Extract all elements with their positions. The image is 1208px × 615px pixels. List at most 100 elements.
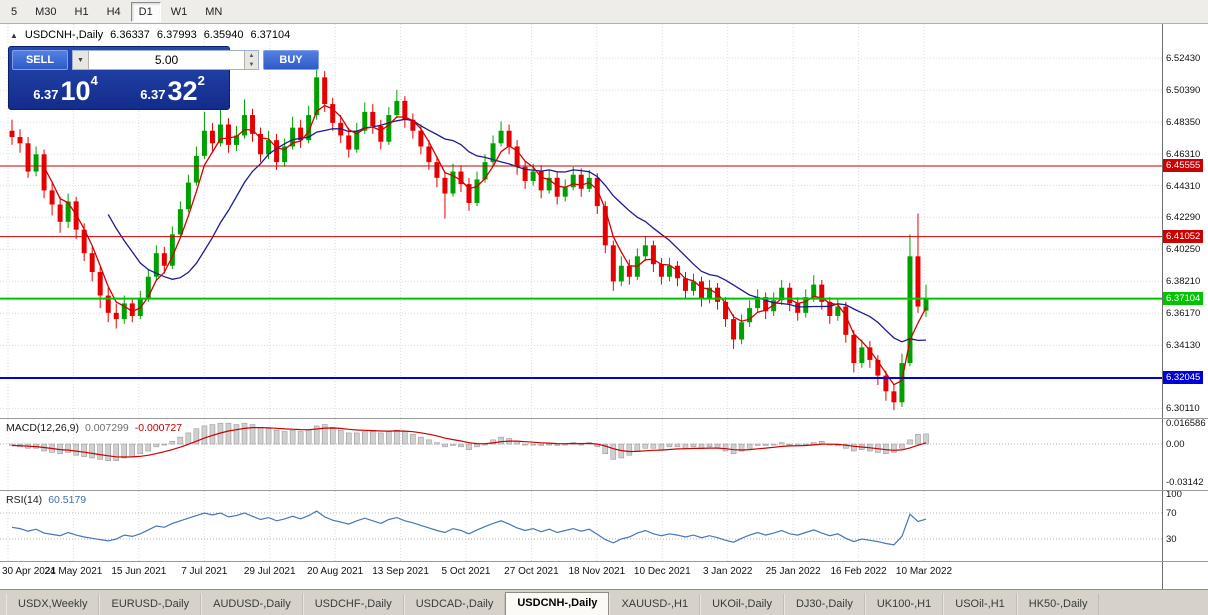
timeframe-h1[interactable]: H1 xyxy=(67,2,97,22)
macd-signal-line xyxy=(11,427,927,458)
price-tag: 6.41052 xyxy=(1163,229,1204,243)
pane-separator[interactable] xyxy=(0,490,1208,491)
chart-tab-audusd-daily[interactable]: AUDUSD-,Daily xyxy=(201,594,303,615)
price-tick: 6.34130 xyxy=(1166,340,1201,352)
macd-main-value: 0.007299 xyxy=(84,422,129,434)
rsi-name: RSI(14) xyxy=(6,494,43,506)
date-label: 18 Nov 2021 xyxy=(568,566,626,577)
axis-separator xyxy=(1162,24,1163,589)
rsi-line xyxy=(11,510,927,546)
trade-panel-toggle-icon[interactable]: ▲ xyxy=(10,30,18,40)
macd-indicator-pane[interactable] xyxy=(0,419,1162,490)
price-tick: 6.46310 xyxy=(1166,149,1201,161)
price-tick: 6.50390 xyxy=(1166,85,1201,97)
timeframe-d1[interactable]: D1 xyxy=(130,1,161,22)
chart-tab-usdchf-daily[interactable]: USDCHF-,Daily xyxy=(302,594,404,615)
price-tick: 6.52430 xyxy=(1166,53,1201,65)
rsi-tick: 100 xyxy=(1166,488,1182,500)
quote-line: ▲ USDCNH-,Daily 6.36337 6.37993 6.35940 … xyxy=(10,28,290,42)
chart-tab-xauusd-h1[interactable]: XAUUSD-,H1 xyxy=(609,594,701,615)
volume-dropdown-icon[interactable]: ▼ xyxy=(73,51,89,69)
chart-tab-usdcad-daily[interactable]: USDCAD-,Daily xyxy=(403,594,506,615)
volume-control: ▼ ▲ ▼ xyxy=(72,50,259,70)
volume-down-icon[interactable]: ▼ xyxy=(248,61,255,68)
date-label: 27 Oct 2021 xyxy=(504,566,559,577)
ask-big-figure: 6.37 xyxy=(140,87,166,102)
macd-signal-value: -0.000727 xyxy=(134,422,183,434)
chart-tab-dj30-daily[interactable]: DJ30-,Daily xyxy=(783,594,865,615)
sell-button[interactable]: SELL xyxy=(12,50,68,70)
price-tick: 6.30110 xyxy=(1166,403,1200,415)
pane-separator[interactable] xyxy=(0,561,1208,562)
rsi-value: 60.5179 xyxy=(48,494,87,506)
quote-symbol: USDCNH-,Daily xyxy=(24,29,104,41)
chart-tabs-bar: USDX,Weekly EURUSD-,Daily AUDUSD-,Daily USD… xyxy=(0,589,1208,615)
ask-pips: 32 xyxy=(167,76,198,106)
ask-price: 6.37 32 2 xyxy=(140,72,205,106)
date-label: 16 Feb 2022 xyxy=(830,566,887,577)
price-tick: 6.42290 xyxy=(1166,212,1201,224)
ask-point: 2 xyxy=(197,73,205,88)
price-chart-pane[interactable] xyxy=(0,24,1162,418)
chart-tab-ukoil-daily[interactable]: UKOil-,Daily xyxy=(700,594,784,615)
volume-stepper: ▲ ▼ xyxy=(244,51,258,69)
macd-tick: -0.03142 xyxy=(1166,477,1204,488)
candles xyxy=(9,58,929,411)
quote-open: 6.36337 xyxy=(110,29,150,41)
date-label: 7 Jul 2021 xyxy=(181,566,228,577)
timeframe-mn[interactable]: MN xyxy=(197,2,230,22)
timeframe-toolbar: 5 M30 H1 H4 D1 W1 MN xyxy=(0,0,1208,24)
chart-tab-usdx-weekly[interactable]: USDX,Weekly xyxy=(6,594,100,615)
price-tick: 6.38210 xyxy=(1166,276,1201,288)
timeframe-w1[interactable]: W1 xyxy=(163,2,196,22)
date-label: 24 May 2021 xyxy=(44,566,103,577)
price-tick: 6.40250 xyxy=(1166,244,1201,256)
timeframe-m30[interactable]: M30 xyxy=(27,2,64,22)
time-axis[interactable]: 30 Apr 2021 24 May 2021 15 Jun 2021 7 Jul 2… xyxy=(0,562,1162,588)
chart-tab-usdcnh-daily[interactable]: USDCNH-,Daily xyxy=(505,592,610,615)
price-tick: 6.48350 xyxy=(1166,117,1201,129)
bid-point: 4 xyxy=(90,73,98,88)
rsi-indicator-pane[interactable] xyxy=(0,491,1162,561)
rsi-tick: 70 xyxy=(1166,508,1177,520)
pane-separator[interactable] xyxy=(0,418,1208,419)
timeframe-h4[interactable]: H4 xyxy=(99,2,129,22)
date-label: 25 Jan 2022 xyxy=(765,566,821,577)
vertical-gridlines xyxy=(7,491,925,561)
chart-tab-usoil-h1[interactable]: USOil-,H1 xyxy=(943,594,1017,615)
price-tag: 6.32045 xyxy=(1163,371,1204,385)
price-tick: 6.44310 xyxy=(1166,180,1201,192)
price-tag: 6.45555 xyxy=(1163,158,1204,172)
macd-name: MACD(12,26,9) xyxy=(6,422,79,434)
date-label: 15 Jun 2021 xyxy=(111,566,167,577)
price-axis[interactable]: 6.52430 6.50390 6.48350 6.46310 6.44310 6.422… xyxy=(1162,24,1208,589)
date-label: 10 Mar 2022 xyxy=(895,566,953,577)
quote-high: 6.37993 xyxy=(156,29,197,41)
chart-tab-uk100-h1[interactable]: UK100-,H1 xyxy=(864,594,944,615)
rsi-label: RSI(14) 60.5179 xyxy=(6,494,86,506)
timeframe-5[interactable]: 5 xyxy=(3,2,25,22)
date-label: 20 Aug 2021 xyxy=(307,566,364,577)
macd-label: MACD(12,26,9) 0.007299 -0.000727 xyxy=(6,422,182,434)
rsi-tick: 30 xyxy=(1166,533,1177,545)
price-tag: 6.37104 xyxy=(1163,291,1204,305)
chart-tab-hk50-daily[interactable]: HK50-,Daily xyxy=(1016,594,1100,615)
bid-pips: 10 xyxy=(60,76,91,106)
bid-price: 6.37 10 4 xyxy=(33,72,98,106)
chart-tab-eurusd-daily[interactable]: EURUSD-,Daily xyxy=(99,594,202,615)
date-label: 3 Jan 2022 xyxy=(702,566,753,577)
horizontal-gridlines xyxy=(0,57,1162,409)
quote-low: 6.35940 xyxy=(203,29,244,41)
macd-tick: 0.00 xyxy=(1166,439,1185,451)
one-click-trade-panel: SELL ▼ ▲ ▼ BUY 6.37 10 4 6.37 32 2 xyxy=(8,46,319,110)
macd-tick: 0.016586 xyxy=(1166,418,1206,429)
date-label: 5 Oct 2021 xyxy=(441,566,491,577)
date-label: 10 Dec 2021 xyxy=(633,566,691,577)
date-label: 30 Apr 2021 xyxy=(2,566,56,577)
volume-up-icon[interactable]: ▲ xyxy=(248,52,255,59)
date-label: 13 Sep 2021 xyxy=(372,566,429,577)
ma-slow-line xyxy=(107,118,927,343)
volume-input[interactable] xyxy=(89,51,244,69)
buy-button[interactable]: BUY xyxy=(263,50,319,70)
